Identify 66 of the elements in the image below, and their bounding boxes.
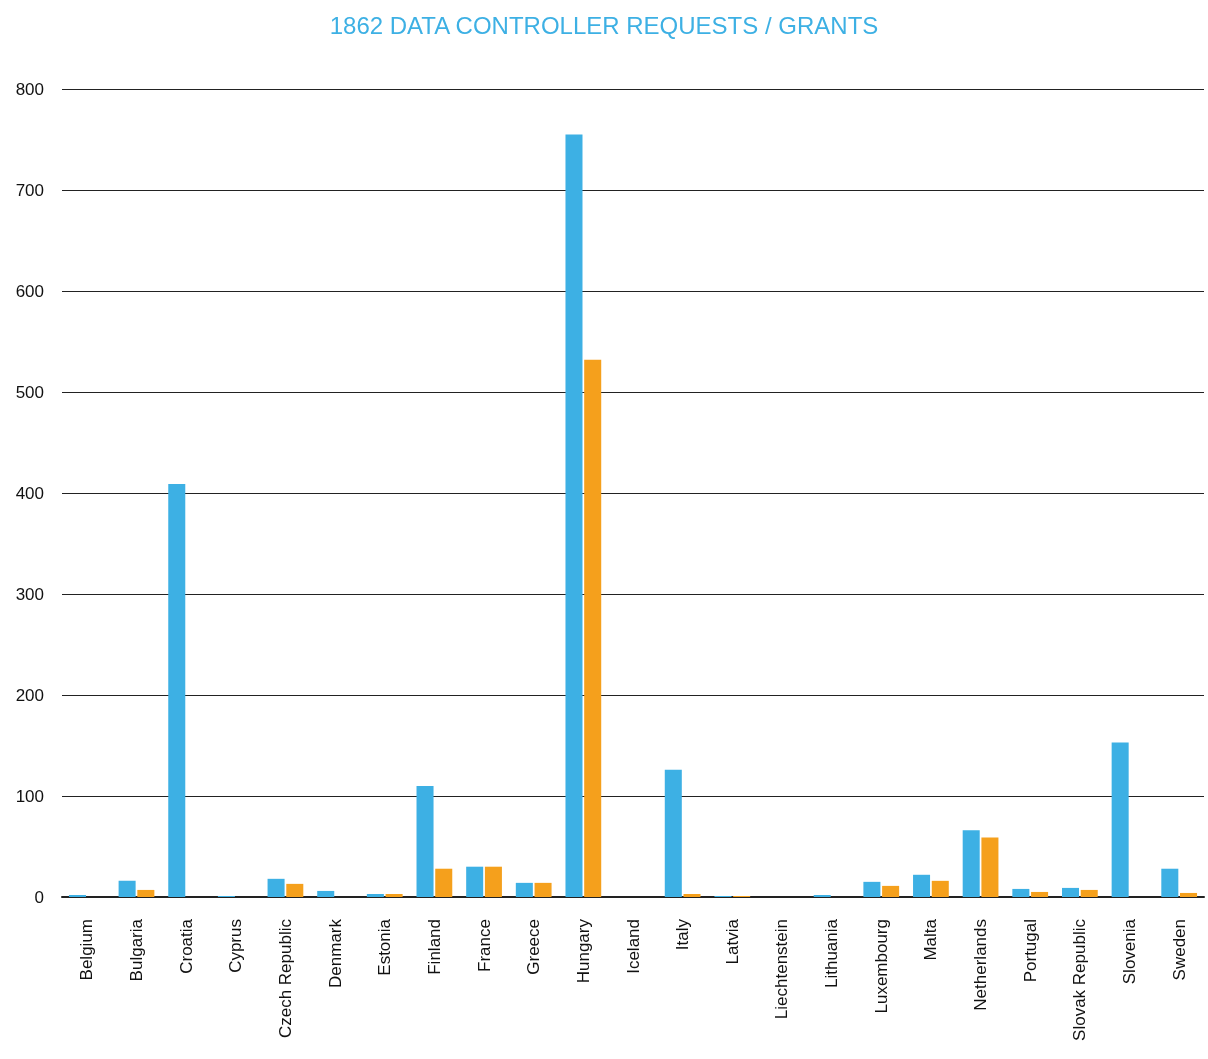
x-tick-label: Hungary bbox=[573, 918, 593, 984]
bar bbox=[664, 769, 682, 897]
x-tick-label: Italy bbox=[673, 918, 693, 951]
y-tick-label: 200 bbox=[15, 685, 44, 705]
bar bbox=[584, 359, 602, 897]
x-tick-label: Bulgaria bbox=[126, 918, 146, 982]
bar bbox=[466, 866, 484, 897]
bar bbox=[435, 868, 453, 897]
bar bbox=[1061, 887, 1080, 897]
x-tick-label: Croatia bbox=[176, 918, 196, 974]
x-tick-label: Lithuania bbox=[822, 918, 842, 989]
y-tick-label: 300 bbox=[15, 584, 44, 604]
bar bbox=[267, 878, 285, 897]
y-tick-label: 0 bbox=[34, 887, 44, 907]
bar bbox=[286, 883, 304, 897]
x-tick-label: Belgium bbox=[77, 919, 97, 981]
x-tick-label: Latvia bbox=[722, 918, 742, 965]
x-tick-label: Denmark bbox=[325, 918, 345, 988]
chart-title: 1862 DATA CONTROLLER REQUESTS / GRANTS bbox=[329, 11, 879, 39]
bar bbox=[913, 874, 931, 897]
bar bbox=[683, 893, 701, 897]
bar bbox=[863, 881, 881, 897]
bar bbox=[1012, 888, 1030, 897]
bar bbox=[317, 890, 335, 897]
bar bbox=[981, 837, 999, 897]
x-tick-label: Cyprus bbox=[226, 919, 246, 973]
x-tick-label: Czech Republic bbox=[275, 918, 295, 1039]
bar bbox=[168, 483, 186, 897]
y-tick-label: 700 bbox=[15, 180, 44, 200]
bar bbox=[1180, 892, 1198, 897]
y-tick-label: 500 bbox=[15, 382, 44, 402]
bar bbox=[366, 893, 384, 897]
bar bbox=[882, 885, 900, 897]
bar bbox=[813, 894, 831, 897]
bar bbox=[484, 866, 502, 897]
x-tick-label: Liechtenstein bbox=[772, 919, 792, 1020]
x-tick-label: Malta bbox=[921, 918, 941, 961]
y-tick-label: 100 bbox=[15, 786, 44, 806]
x-tick-label: Sweden bbox=[1169, 919, 1189, 981]
x-tick-label: Iceland bbox=[623, 919, 643, 974]
bar bbox=[68, 894, 86, 897]
y-tick-label: 400 bbox=[15, 483, 44, 503]
y-tick-label: 600 bbox=[15, 281, 44, 301]
y-tick-label: 800 bbox=[15, 79, 44, 99]
x-tick-label: Luxembourg bbox=[871, 919, 891, 1014]
bar bbox=[962, 830, 980, 897]
bar bbox=[931, 880, 949, 897]
x-tick-label: Estonia bbox=[375, 918, 395, 976]
x-tick-label: France bbox=[474, 919, 494, 972]
bar bbox=[416, 785, 434, 897]
x-tick-label: Netherlands bbox=[971, 919, 991, 1011]
x-tick-label: Portugal bbox=[1020, 919, 1040, 983]
bar bbox=[515, 882, 533, 897]
x-tick-label: Slovenia bbox=[1120, 918, 1140, 985]
bar bbox=[137, 889, 155, 897]
x-tick-label: Greece bbox=[524, 919, 544, 975]
bar bbox=[1111, 742, 1129, 897]
bar bbox=[1080, 889, 1098, 897]
bar bbox=[118, 880, 136, 897]
bar bbox=[565, 134, 583, 897]
x-tick-label: Slovak Republic bbox=[1070, 918, 1090, 1041]
x-tick-label: Finland bbox=[424, 919, 444, 975]
bar bbox=[1161, 868, 1179, 897]
bar bbox=[385, 893, 403, 897]
bar bbox=[1031, 891, 1049, 897]
bar bbox=[534, 882, 552, 897]
